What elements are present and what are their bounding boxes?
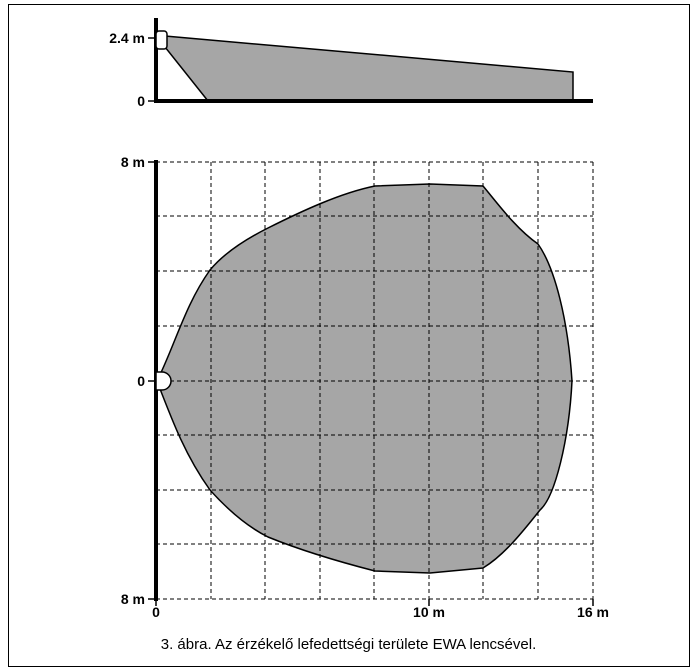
side-zero-label: 0 [137,93,145,109]
side-view: 2.4 m 0 [109,18,593,109]
side-sensor-icon [155,30,168,50]
figure-caption: 3. ábra. Az érzékelő lefedettségi terüle… [160,636,537,653]
x-label-end: 16 m [577,604,609,620]
grid [156,161,594,600]
top-view: 8 m 0 8 m 0 10 m 16 m [121,154,609,620]
side-height-label: 2.4 m [109,30,145,46]
side-coverage-area [164,35,574,102]
y-label-bottom: 8 m [121,591,145,607]
y-label-middle: 0 [137,373,145,389]
top-sensor-icon [155,371,172,391]
x-label-start: 0 [152,604,160,620]
x-label-mid: 10 m [413,604,445,620]
top-coverage-area [156,183,573,574]
y-label-top: 8 m [121,154,145,170]
